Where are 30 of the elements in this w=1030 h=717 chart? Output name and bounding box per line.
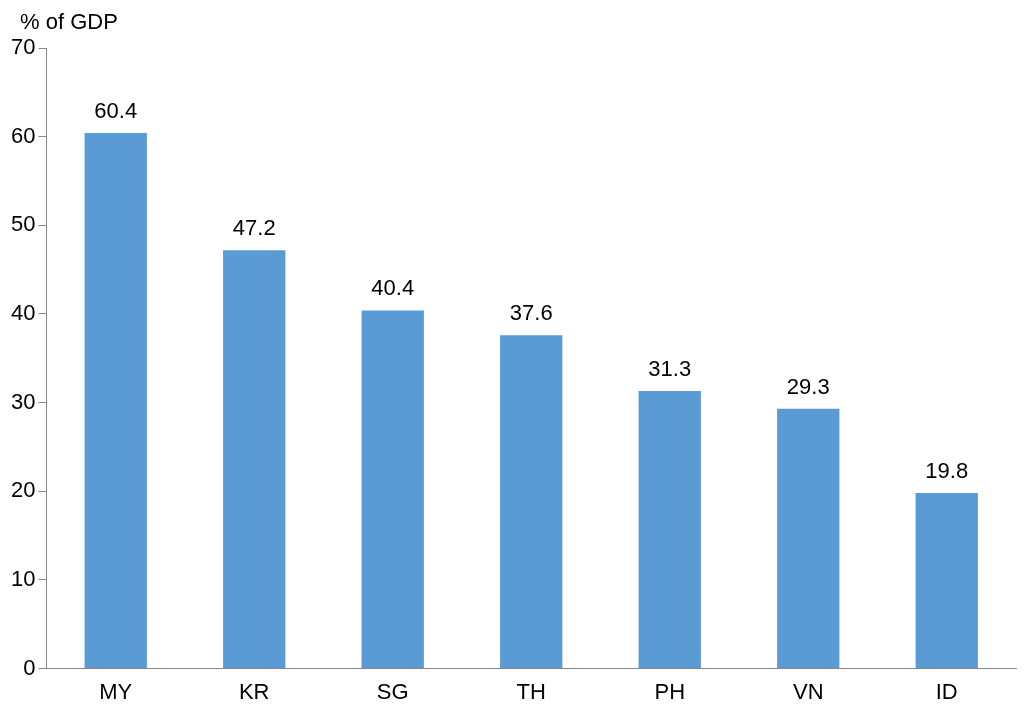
data-label: 29.3 [786, 373, 830, 399]
bar [915, 493, 978, 669]
bar [777, 408, 840, 669]
y-tick-label: 20 [10, 477, 36, 503]
x-tick-label: KR [238, 678, 270, 704]
y-tick-label: 30 [10, 388, 36, 414]
bar [638, 391, 701, 669]
y-tick-label: 70 [10, 34, 36, 60]
data-label: 60.4 [94, 98, 138, 124]
x-tick-label: SG [376, 678, 409, 704]
x-tick-label: TH [516, 678, 546, 704]
x-tick-label: PH [654, 678, 686, 704]
x-tick-label: ID [935, 678, 958, 704]
data-label: 37.6 [509, 300, 553, 326]
y-axis-title: % of GDP [20, 9, 118, 35]
bar [223, 250, 286, 669]
bar [361, 310, 424, 669]
y-tick-label: 10 [10, 566, 36, 592]
y-tick-label: 50 [10, 211, 36, 237]
bar [500, 335, 563, 669]
y-tick-label: 40 [10, 300, 36, 326]
data-label: 47.2 [232, 215, 276, 241]
y-tick-label: 60 [10, 122, 36, 148]
x-tick-label: MY [99, 678, 133, 704]
data-label: 31.3 [648, 356, 692, 382]
data-label: 19.8 [925, 458, 969, 484]
data-label: 40.4 [371, 275, 415, 301]
bar [84, 133, 147, 669]
x-tick-label: VN [792, 678, 824, 704]
y-tick-label: 0 [23, 654, 36, 680]
